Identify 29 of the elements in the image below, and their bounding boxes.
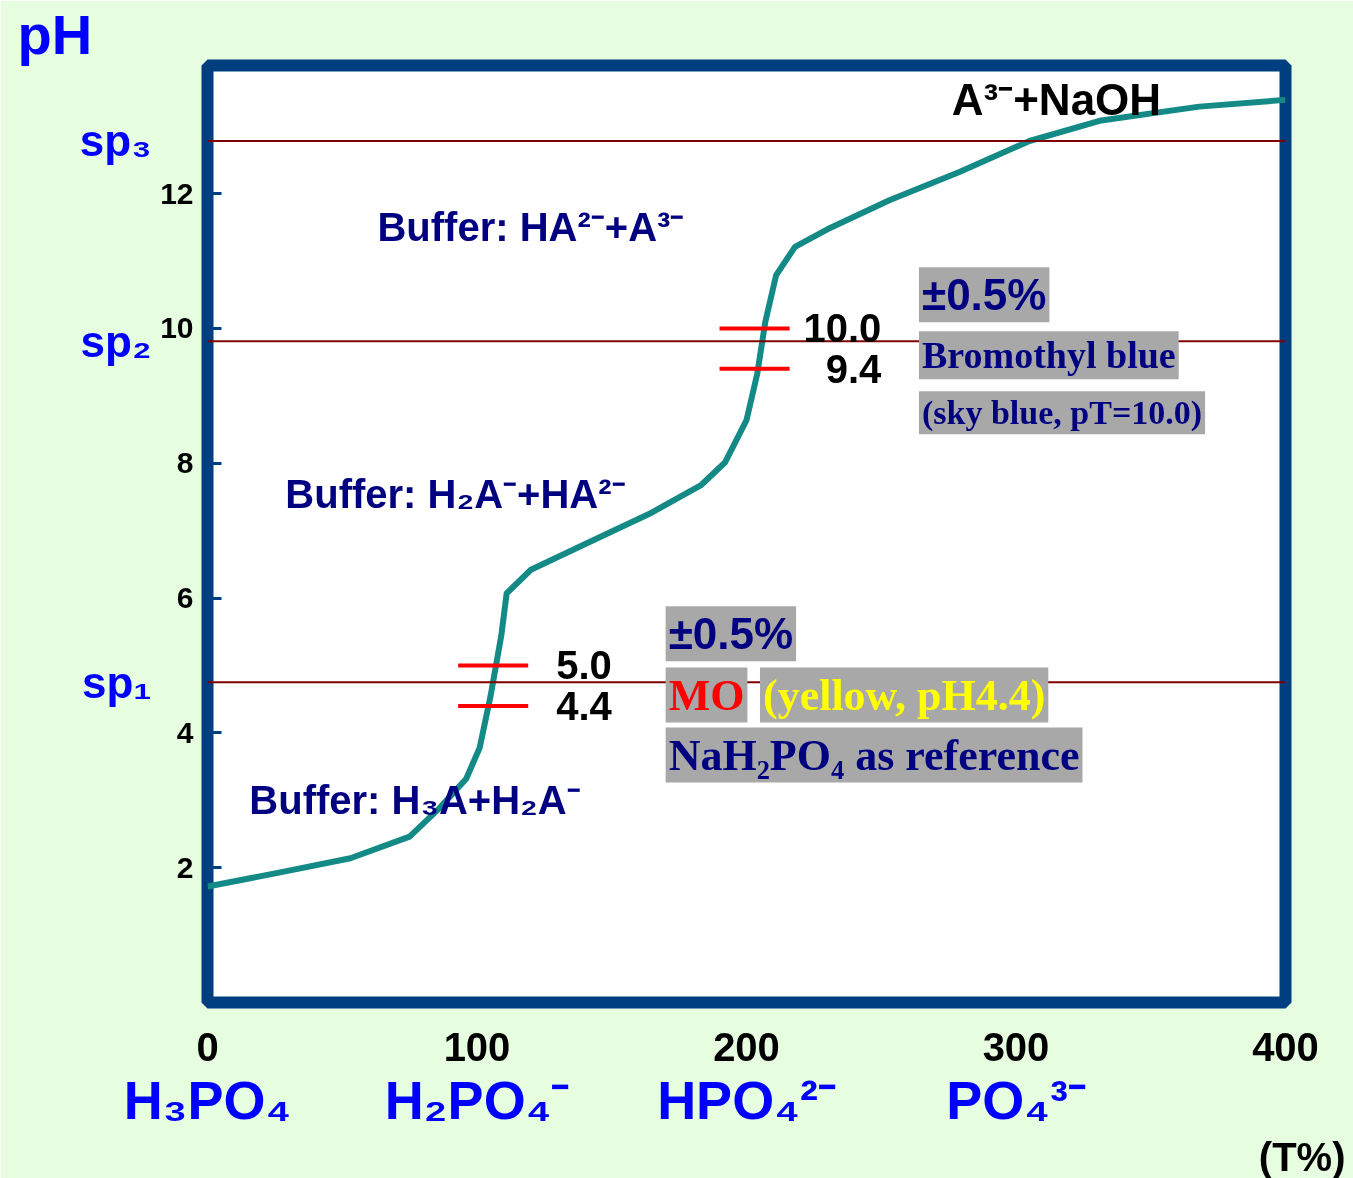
y-tick-label: 2 xyxy=(176,850,194,884)
x-tick-label: 100 xyxy=(443,1024,511,1069)
text: H₂PO₄⁻ xyxy=(384,1069,570,1130)
annotation: MO xyxy=(668,670,745,720)
annotation: A³⁻+NaOH xyxy=(951,74,1162,124)
annotation: ±0.5% xyxy=(668,609,794,659)
annotation: (sky blue, pT=10.0) xyxy=(921,394,1203,433)
y-tick-label: 4 xyxy=(176,715,194,749)
annotation: Buffer: HA²⁻+A³⁻ xyxy=(377,205,685,250)
annotation: Bromothyl blue xyxy=(921,334,1176,377)
y-tick-label: 6 xyxy=(176,581,194,615)
x-tick-label: 0 xyxy=(196,1024,219,1069)
annotation: Buffer: H₂A⁻+HA²⁻ xyxy=(285,471,626,516)
y-tick-label: 8 xyxy=(176,446,194,480)
y-tick-label: 12 xyxy=(160,176,194,210)
annotation: ±0.5% xyxy=(921,270,1047,320)
annotation: (yellow, pH4.4) xyxy=(762,670,1046,720)
y-tick-label: 10 xyxy=(160,311,194,345)
ref-line-label: sp₁ xyxy=(81,657,152,707)
text: H₃PO₄ xyxy=(123,1069,292,1130)
y-axis-title: pH xyxy=(17,2,93,66)
x-tick-label: 300 xyxy=(982,1024,1050,1069)
x-tick-label: 400 xyxy=(1252,1024,1319,1069)
annotation: NaH₂PO₄ as reference xyxy=(668,730,1080,780)
x-tick-label: 200 xyxy=(713,1024,780,1069)
text: PO₄³⁻ xyxy=(946,1069,1086,1130)
ref-line-label: sp₂ xyxy=(80,316,152,366)
text: HPO₄²⁻ xyxy=(657,1069,836,1130)
ref-line-label: sp₃ xyxy=(79,116,152,166)
